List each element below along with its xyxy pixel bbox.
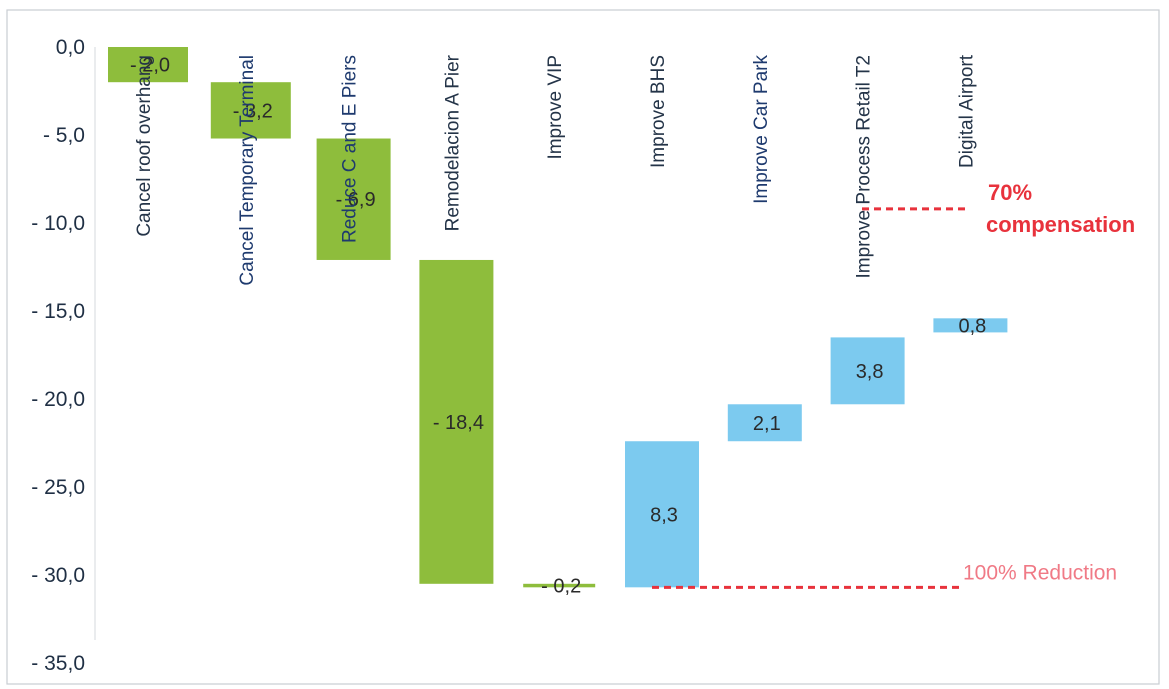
reference-annotations: 70% compensation 100% Reduction (963, 180, 1135, 584)
bar (108, 47, 188, 83)
annotation-70-compensation: 70% compensation (986, 180, 1135, 237)
y-axis-ticks: 0,0 - 5,0 - 10,0 - 15,0 - 20,0 - 25,0 - 30,0 - … (31, 36, 85, 675)
y-tick-label: - 25,0 (31, 476, 85, 499)
category-label: Cancel roof overhang (134, 55, 155, 237)
chart-frame (6, 9, 1160, 685)
data-label: 2,1 (753, 413, 781, 435)
bar (523, 583, 596, 588)
data-labels: - 2,0 - 3,2 - 6,9 - 18,4 - 0,2 8,3 2,1 3,8 0,8 (130, 55, 986, 598)
category-label: Cancel Temporary Terminal (237, 55, 258, 286)
bar (933, 318, 1008, 333)
annotation-100-reduction: 100% Reduction (963, 561, 1117, 584)
category-label: Reduce C and E Piers (340, 55, 361, 243)
data-label: 8,3 (650, 504, 678, 526)
y-tick-label: - 15,0 (31, 300, 85, 323)
data-label: 3,8 (856, 361, 884, 383)
bar (210, 82, 291, 139)
bar (625, 441, 699, 588)
bar (316, 138, 391, 260)
category-labels: Cancel roof overhang Cancel Temporary Ter… (134, 54, 977, 285)
y-tick-label: - 20,0 (31, 388, 85, 411)
data-label: - 2,0 (130, 55, 170, 77)
data-label: - 18,4 (433, 412, 484, 434)
category-label: Improve Car Park (751, 55, 772, 204)
category-label: Digital Airport (956, 54, 977, 168)
category-label: Improve VIP (545, 55, 566, 160)
bar (419, 259, 494, 584)
bar (727, 404, 802, 442)
data-label: - 6,9 (336, 189, 376, 211)
y-tick-label: 0,0 (56, 36, 85, 59)
data-label: - 3,2 (233, 100, 273, 122)
data-label: 0,8 (958, 315, 986, 337)
category-label: Improve Process Retail T2 (854, 55, 875, 279)
y-tick-label: - 5,0 (43, 124, 85, 147)
y-tick-label: - 10,0 (31, 212, 85, 235)
reference-lines (652, 207, 966, 589)
bars (108, 47, 1008, 588)
y-tick-label: - 35,0 (31, 652, 85, 675)
bar (830, 337, 905, 405)
category-label: Remodelacion A Pier (442, 54, 463, 231)
y-tick-label: - 30,0 (31, 564, 85, 587)
data-label: - 0,2 (541, 576, 581, 598)
category-label: Improve BHS (648, 55, 669, 168)
